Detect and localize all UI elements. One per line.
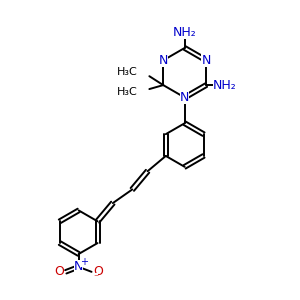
Text: N: N bbox=[201, 54, 211, 67]
Text: +: + bbox=[80, 257, 88, 267]
Text: ⁻: ⁻ bbox=[93, 273, 98, 283]
Text: NH₂: NH₂ bbox=[173, 26, 196, 39]
Text: H₃C: H₃C bbox=[117, 67, 137, 77]
Text: O: O bbox=[54, 265, 64, 278]
Text: N: N bbox=[180, 91, 189, 104]
Text: O: O bbox=[94, 265, 103, 278]
Text: NH₂: NH₂ bbox=[213, 79, 237, 92]
Text: N: N bbox=[74, 260, 83, 273]
Text: H₃C: H₃C bbox=[117, 87, 137, 97]
Text: N: N bbox=[158, 54, 168, 67]
